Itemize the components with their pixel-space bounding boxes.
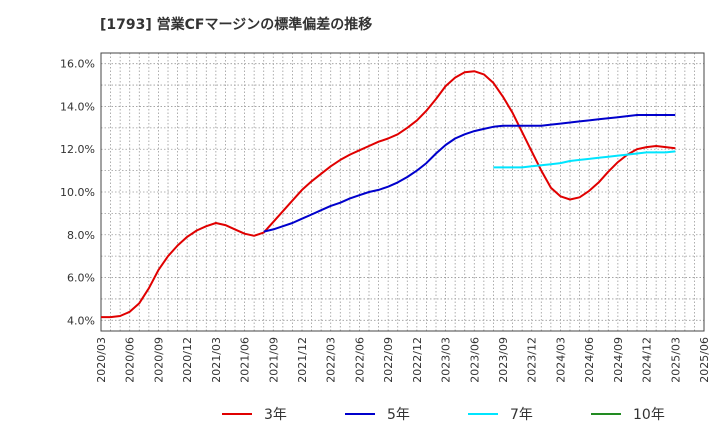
series-lines xyxy=(101,70,676,319)
legend-label: 7年 xyxy=(510,407,533,423)
x-tick-label: 2023/12 xyxy=(526,337,539,383)
x-tick-label: 2025/06 xyxy=(698,337,711,383)
x-tick-label: 2020/09 xyxy=(152,337,165,383)
x-tick-label: 2020/06 xyxy=(124,337,137,383)
chart-title: [1793] 営業CFマージンの標準偏差の推移 xyxy=(100,17,373,33)
x-tick-label: 2021/03 xyxy=(210,337,223,383)
legend-label: 5年 xyxy=(387,407,410,423)
x-tick-label: 2021/12 xyxy=(296,337,309,383)
x-tick-label: 2023/03 xyxy=(440,337,453,383)
grid-lines xyxy=(100,53,705,331)
x-tick-label: 2021/09 xyxy=(267,337,280,383)
y-tick-label: 14.0% xyxy=(60,100,95,113)
legend-label: 10年 xyxy=(633,407,665,423)
x-tick-label: 2022/03 xyxy=(325,337,338,383)
x-tick-label: 2024/09 xyxy=(612,337,625,383)
plot-frame xyxy=(100,52,705,332)
legend-label: 3年 xyxy=(264,407,287,423)
x-tick-label: 2023/06 xyxy=(468,337,481,383)
series-line xyxy=(493,150,676,169)
x-tick-label: 2021/06 xyxy=(239,337,252,383)
y-tick-label: 4.0% xyxy=(67,314,95,327)
series-line xyxy=(263,114,676,233)
y-tick-label: 12.0% xyxy=(60,143,95,156)
x-tick-label: 2024/12 xyxy=(641,337,654,383)
y-tick-label: 16.0% xyxy=(60,58,95,71)
x-axis-ticks: 2020/03 2020/06 2020/09 2020/12 2021/03 2021/… xyxy=(95,337,711,383)
x-tick-label: 2022/06 xyxy=(353,337,366,383)
x-tick-label: 2020/03 xyxy=(95,337,108,383)
x-tick-label: 2025/03 xyxy=(669,337,682,383)
y-axis-ticks: 4.0% 6.0% 8.0% 10.0% 12.0% 14.0% 16.0% xyxy=(60,58,95,328)
series-line xyxy=(101,70,676,319)
x-tick-label: 2023/09 xyxy=(497,337,510,383)
y-tick-label: 8.0% xyxy=(67,229,95,242)
x-tick-label: 2024/03 xyxy=(554,337,567,383)
x-tick-label: 2024/06 xyxy=(583,337,596,383)
y-tick-label: 6.0% xyxy=(67,272,95,285)
legend: 3年 5年 7年 10年 xyxy=(222,407,665,423)
x-tick-label: 2020/12 xyxy=(181,337,194,383)
x-tick-label: 2022/09 xyxy=(382,337,395,383)
y-tick-label: 10.0% xyxy=(60,186,95,199)
x-tick-label: 2022/12 xyxy=(411,337,424,383)
